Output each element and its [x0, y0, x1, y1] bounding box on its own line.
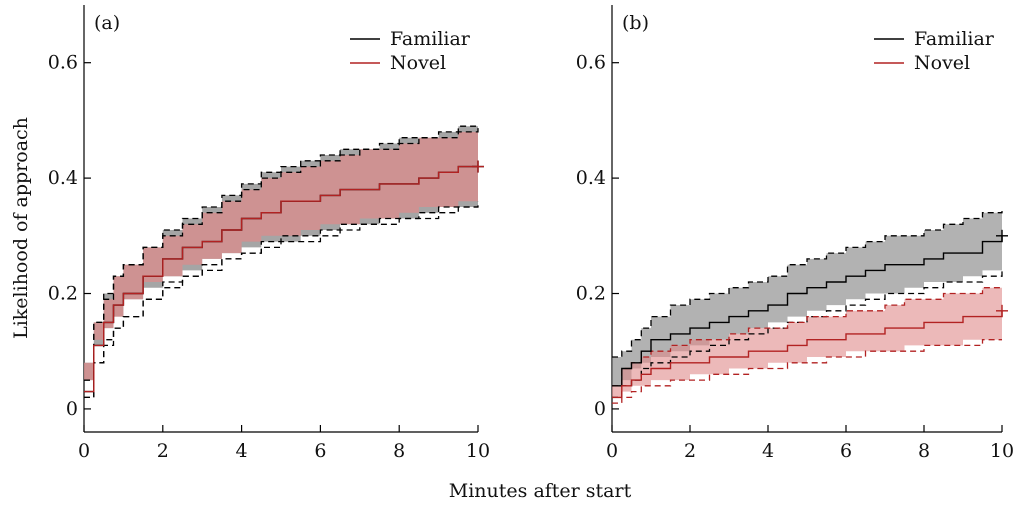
- novel-line: [84, 165, 478, 393]
- legend-label-familiar: Familiar: [914, 28, 995, 50]
- y-tick-label: 0.2: [48, 283, 78, 305]
- y-axis-title: Likelihood of approach: [10, 117, 32, 339]
- novel-lower-bound: [612, 339, 1002, 404]
- legend-label-novel: Novel: [390, 52, 446, 74]
- x-tick-label: 0: [78, 440, 90, 462]
- x-tick-label: 8: [918, 440, 930, 462]
- y-tick-label: 0.4: [48, 167, 78, 189]
- x-tick-label: 8: [393, 440, 405, 462]
- y-tick-label: 0.6: [576, 52, 606, 74]
- y-tick-label: 0: [594, 398, 606, 420]
- x-tick-label: 4: [762, 440, 774, 462]
- x-tick-label: 10: [990, 440, 1014, 462]
- familiar-line: [612, 235, 1003, 387]
- x-tick-label: 4: [236, 440, 248, 462]
- panel-label: (a): [94, 12, 120, 34]
- legend-label-familiar: Familiar: [390, 28, 471, 50]
- novel-ci-band: [84, 126, 478, 398]
- familiar-upper-bound: [612, 207, 1003, 358]
- y-tick-label: 0: [66, 398, 78, 420]
- novel-upper-bound: [84, 126, 479, 381]
- x-tick-label: 6: [840, 440, 852, 462]
- x-tick-label: 10: [466, 440, 490, 462]
- x-tick-label: 2: [684, 440, 696, 462]
- x-tick-label: 6: [314, 440, 326, 462]
- novel-line: [612, 310, 1003, 399]
- x-tick-label: 0: [606, 440, 618, 462]
- familiar-ci-band: [612, 207, 1002, 398]
- legend-label-novel: Novel: [914, 52, 970, 74]
- novel-upper-bound: [612, 287, 1002, 387]
- novel-lower-bound: [84, 201, 479, 399]
- x-axis-title: Minutes after start: [449, 480, 632, 502]
- panel-label: (b): [622, 12, 649, 34]
- y-tick-label: 0.4: [576, 167, 606, 189]
- y-tick-label: 0.2: [576, 283, 606, 305]
- x-tick-label: 2: [157, 440, 169, 462]
- y-tick-label: 0.6: [48, 52, 78, 74]
